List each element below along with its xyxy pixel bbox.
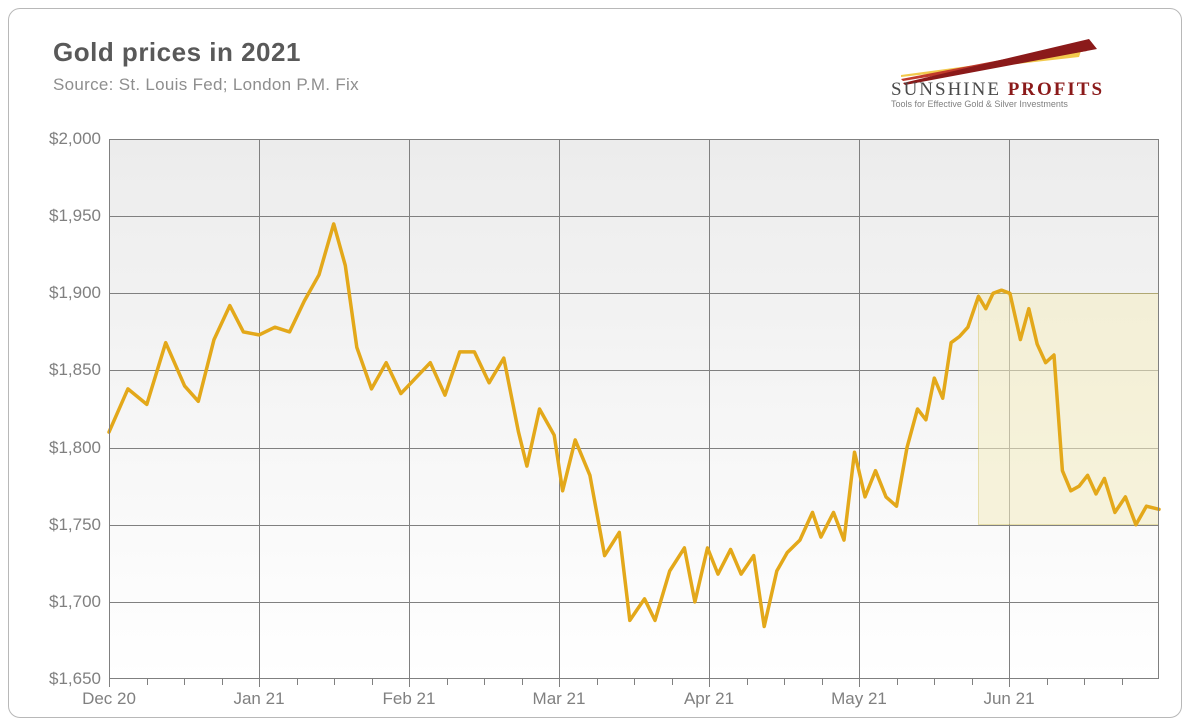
x-axis-label: Apr 21 <box>684 689 734 709</box>
x-axis-label: May 21 <box>831 689 887 709</box>
x-axis-label: Jan 21 <box>233 689 284 709</box>
x-axis-minor-tick <box>972 679 973 685</box>
y-axis-label: $1,850 <box>49 360 101 380</box>
x-axis-minor-tick <box>222 679 223 685</box>
y-axis-label: $2,000 <box>49 129 101 149</box>
x-axis-minor-tick <box>297 679 298 685</box>
x-axis-minor-tick <box>934 679 935 685</box>
brand-logo: SUNSHINE PROFITS Tools for Effective Gol… <box>891 39 1151 109</box>
x-axis-label: Feb 21 <box>383 689 436 709</box>
y-axis-label: $1,750 <box>49 515 101 535</box>
x-axis-major-tick <box>559 679 560 687</box>
chart-series-svg <box>109 139 1159 679</box>
x-axis-label: Dec 20 <box>82 689 136 709</box>
x-axis-major-tick <box>709 679 710 687</box>
x-axis-minor-tick <box>1122 679 1123 685</box>
chart-subtitle: Source: St. Louis Fed; London P.M. Fix <box>53 75 359 95</box>
y-axis-label: $1,950 <box>49 206 101 226</box>
x-axis-label: Jun 21 <box>983 689 1034 709</box>
x-axis-minor-tick <box>747 679 748 685</box>
x-axis-minor-tick <box>184 679 185 685</box>
x-axis-minor-tick <box>1084 679 1085 685</box>
x-axis-minor-tick <box>822 679 823 685</box>
chart-card-frame: Gold prices in 2021 Source: St. Louis Fe… <box>0 0 1190 726</box>
x-axis-major-tick <box>109 679 110 687</box>
x-axis-major-tick <box>409 679 410 687</box>
x-axis-minor-tick <box>372 679 373 685</box>
x-axis-minor-tick <box>484 679 485 685</box>
y-axis-label: $1,700 <box>49 592 101 612</box>
y-axis-label: $1,900 <box>49 283 101 303</box>
x-axis-minor-tick <box>784 679 785 685</box>
x-axis-minor-tick <box>522 679 523 685</box>
x-axis-minor-tick <box>334 679 335 685</box>
x-axis-minor-tick <box>597 679 598 685</box>
x-axis-minor-tick <box>1047 679 1048 685</box>
x-axis-minor-tick <box>447 679 448 685</box>
x-axis-minor-tick <box>672 679 673 685</box>
x-axis-minor-tick <box>897 679 898 685</box>
logo-tagline: Tools for Effective Gold & Silver Invest… <box>891 99 1068 109</box>
y-axis-label: $1,800 <box>49 438 101 458</box>
x-axis-major-tick <box>859 679 860 687</box>
x-axis-minor-tick <box>634 679 635 685</box>
x-axis-label: Mar 21 <box>533 689 586 709</box>
price-series-line <box>109 224 1159 627</box>
x-axis-minor-tick <box>147 679 148 685</box>
x-axis-major-tick <box>259 679 260 687</box>
chart-card: Gold prices in 2021 Source: St. Louis Fe… <box>8 8 1182 718</box>
chart-plot-area: $1,650$1,700$1,750$1,800$1,850$1,900$1,9… <box>109 139 1159 679</box>
chart-title: Gold prices in 2021 <box>53 37 301 68</box>
x-axis-major-tick <box>1009 679 1010 687</box>
y-axis-label: $1,650 <box>49 669 101 689</box>
brand-logo-svg: SUNSHINE PROFITS Tools for Effective Gol… <box>891 39 1151 109</box>
logo-text-top: SUNSHINE PROFITS <box>891 79 1104 100</box>
